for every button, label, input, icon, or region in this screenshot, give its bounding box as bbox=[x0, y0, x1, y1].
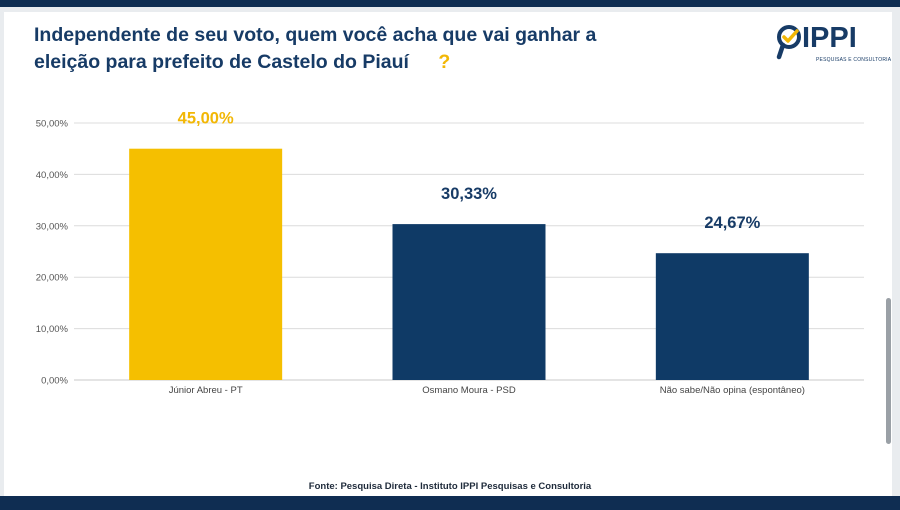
x-tick-label: Júnior Abreu - PT bbox=[169, 385, 243, 396]
magnifier-check-icon bbox=[776, 25, 801, 60]
bar bbox=[392, 224, 546, 380]
logo-subtitle: PESQUISAS E CONSULTORIA bbox=[816, 57, 892, 63]
top-decorative-bar bbox=[0, 0, 900, 7]
x-tick-label: Não sabe/Não opina (espontâneo) bbox=[660, 385, 805, 396]
y-tick-label: 20,00% bbox=[36, 273, 69, 284]
scrollbar[interactable] bbox=[886, 298, 891, 444]
data-label: 30,33% bbox=[441, 185, 497, 203]
data-label: 24,67% bbox=[704, 214, 760, 232]
chart-title: Independente de seu voto, quem você acha… bbox=[34, 22, 734, 76]
x-tick-label: Osmano Moura - PSD bbox=[422, 385, 516, 396]
data-label: 45,00% bbox=[178, 110, 234, 128]
logo-name: IPPI bbox=[802, 22, 857, 54]
bar bbox=[129, 148, 283, 380]
y-tick-label: 50,00% bbox=[36, 119, 69, 130]
bar bbox=[655, 253, 809, 380]
y-tick-label: 10,00% bbox=[36, 324, 69, 335]
y-tick-label: 30,00% bbox=[36, 221, 69, 232]
title-line-1: Independente de seu voto, quem você acha… bbox=[34, 24, 597, 46]
title-line-2: eleição para prefeito de Castelo do Piau… bbox=[34, 51, 409, 73]
y-tick-label: 0,00% bbox=[41, 376, 68, 387]
bottom-decorative-bar bbox=[0, 496, 900, 510]
ippi-logo: IPPI PESQUISAS E CONSULTORIA bbox=[776, 22, 891, 64]
source-note: Fonte: Pesquisa Direta - Instituto IPPI … bbox=[308, 481, 592, 492]
y-tick-label: 40,00% bbox=[36, 170, 69, 181]
title-question-mark: ? bbox=[438, 51, 451, 73]
